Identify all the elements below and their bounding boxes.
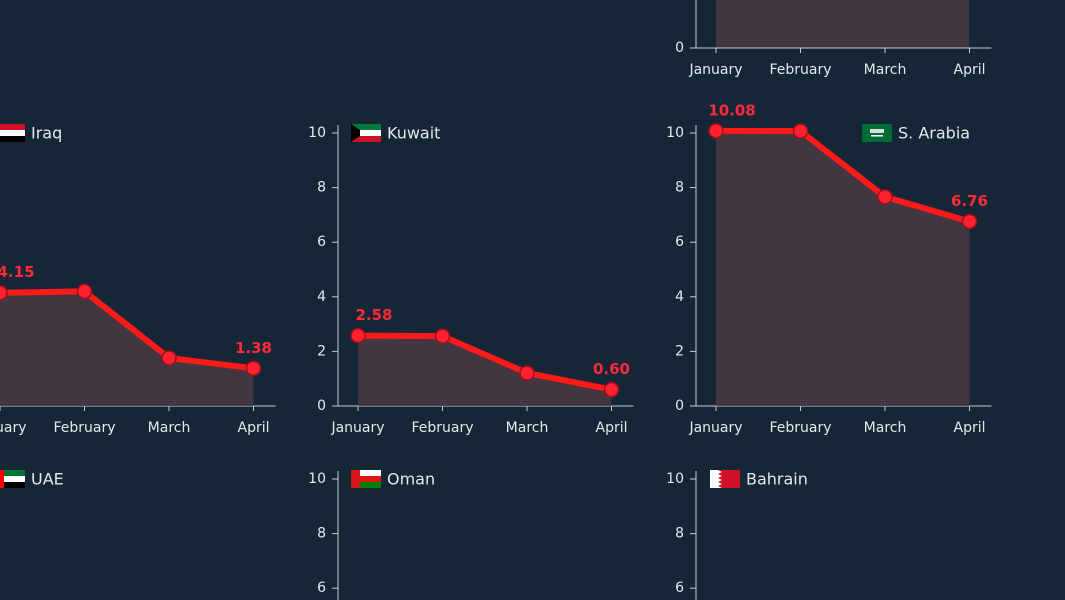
point: [76, 283, 93, 300]
flag: [351, 470, 360, 488]
flag: [871, 135, 883, 137]
y-tick-label: 2: [675, 343, 684, 359]
value-label: 4.15: [0, 263, 35, 281]
x-tick-label: March: [506, 420, 549, 436]
flag: [870, 129, 884, 133]
y-tick-label: 8: [317, 526, 326, 542]
panel-title: Iraq: [31, 124, 62, 143]
y-tick-label: 10: [666, 471, 684, 487]
y-tick-label: 0: [675, 398, 684, 414]
panel-title: Oman: [387, 470, 435, 489]
flag: [0, 136, 25, 142]
point: [519, 365, 535, 381]
panel-title: Bahrain: [746, 470, 808, 489]
flag: [0, 130, 25, 136]
point: [245, 360, 262, 377]
line: [715, 127, 971, 225]
flag: [351, 124, 381, 130]
x-tick-label: April: [954, 62, 986, 78]
y-tick-label: 0: [675, 40, 684, 56]
flag: [0, 482, 25, 488]
flag: [0, 124, 25, 130]
y-tick-label: 6: [675, 234, 684, 250]
value-label: 1.38: [235, 339, 272, 357]
y-tick-label: 6: [317, 580, 326, 596]
value-label: 10.08: [708, 101, 755, 119]
y-tick-label: 10: [666, 125, 684, 141]
x-tick-label: January: [688, 420, 742, 436]
y-tick-label: 8: [675, 526, 684, 542]
point: [0, 284, 8, 301]
y-tick-label: 8: [317, 180, 326, 196]
x-tick-label: March: [864, 62, 907, 78]
area: [716, 130, 970, 407]
y-tick-label: 0: [317, 398, 326, 414]
x-tick-label: January: [330, 420, 384, 436]
point: [161, 350, 177, 366]
x-tick-label: April: [954, 420, 986, 436]
line: [357, 332, 613, 393]
x-tick-label: February: [53, 420, 115, 436]
y-tick-label: 10: [308, 125, 326, 141]
x-tick-label: March: [864, 420, 907, 436]
point: [434, 328, 451, 344]
x-tick-label: April: [238, 420, 270, 436]
area-fill: [716, 0, 969, 48]
flag: [351, 482, 381, 488]
flag: [351, 130, 381, 136]
flag: [0, 476, 25, 482]
point: [350, 327, 366, 344]
x-tick-label: April: [596, 420, 628, 436]
y-tick-label: 4: [675, 289, 684, 305]
x-tick-label: January: [688, 62, 742, 78]
panel-title: Kuwait: [387, 124, 440, 143]
flag: [0, 470, 25, 476]
flag: [0, 470, 4, 488]
y-tick-label: 8: [675, 180, 684, 196]
x-tick-label: February: [411, 420, 473, 436]
flag: [351, 136, 381, 142]
value-label: 0.60: [593, 360, 630, 378]
point: [792, 123, 809, 139]
x-tick-label: March: [148, 420, 191, 436]
panel-title: S. Arabia: [898, 124, 970, 143]
value-label: 6.76: [951, 192, 988, 210]
point: [877, 189, 893, 205]
y-tick-label: 4: [317, 289, 326, 305]
point: [961, 213, 978, 230]
y-tick-label: 2: [317, 343, 326, 359]
value-label: 2.58: [355, 306, 392, 324]
line: [0, 288, 254, 372]
y-tick-label: 6: [675, 580, 684, 596]
x-tick-label: February: [769, 420, 831, 436]
point: [708, 123, 724, 139]
y-tick-label: 10: [308, 471, 326, 487]
flag: [351, 124, 360, 142]
panel-title: UAE: [31, 470, 64, 489]
x-tick-label: February: [769, 62, 831, 78]
point: [603, 381, 620, 398]
area: [0, 291, 254, 406]
flag: [351, 470, 381, 476]
area: [358, 335, 612, 406]
flag: [351, 476, 381, 482]
y-tick-label: 6: [317, 234, 326, 250]
x-tick-label: January: [0, 420, 27, 436]
flag: [710, 470, 722, 488]
